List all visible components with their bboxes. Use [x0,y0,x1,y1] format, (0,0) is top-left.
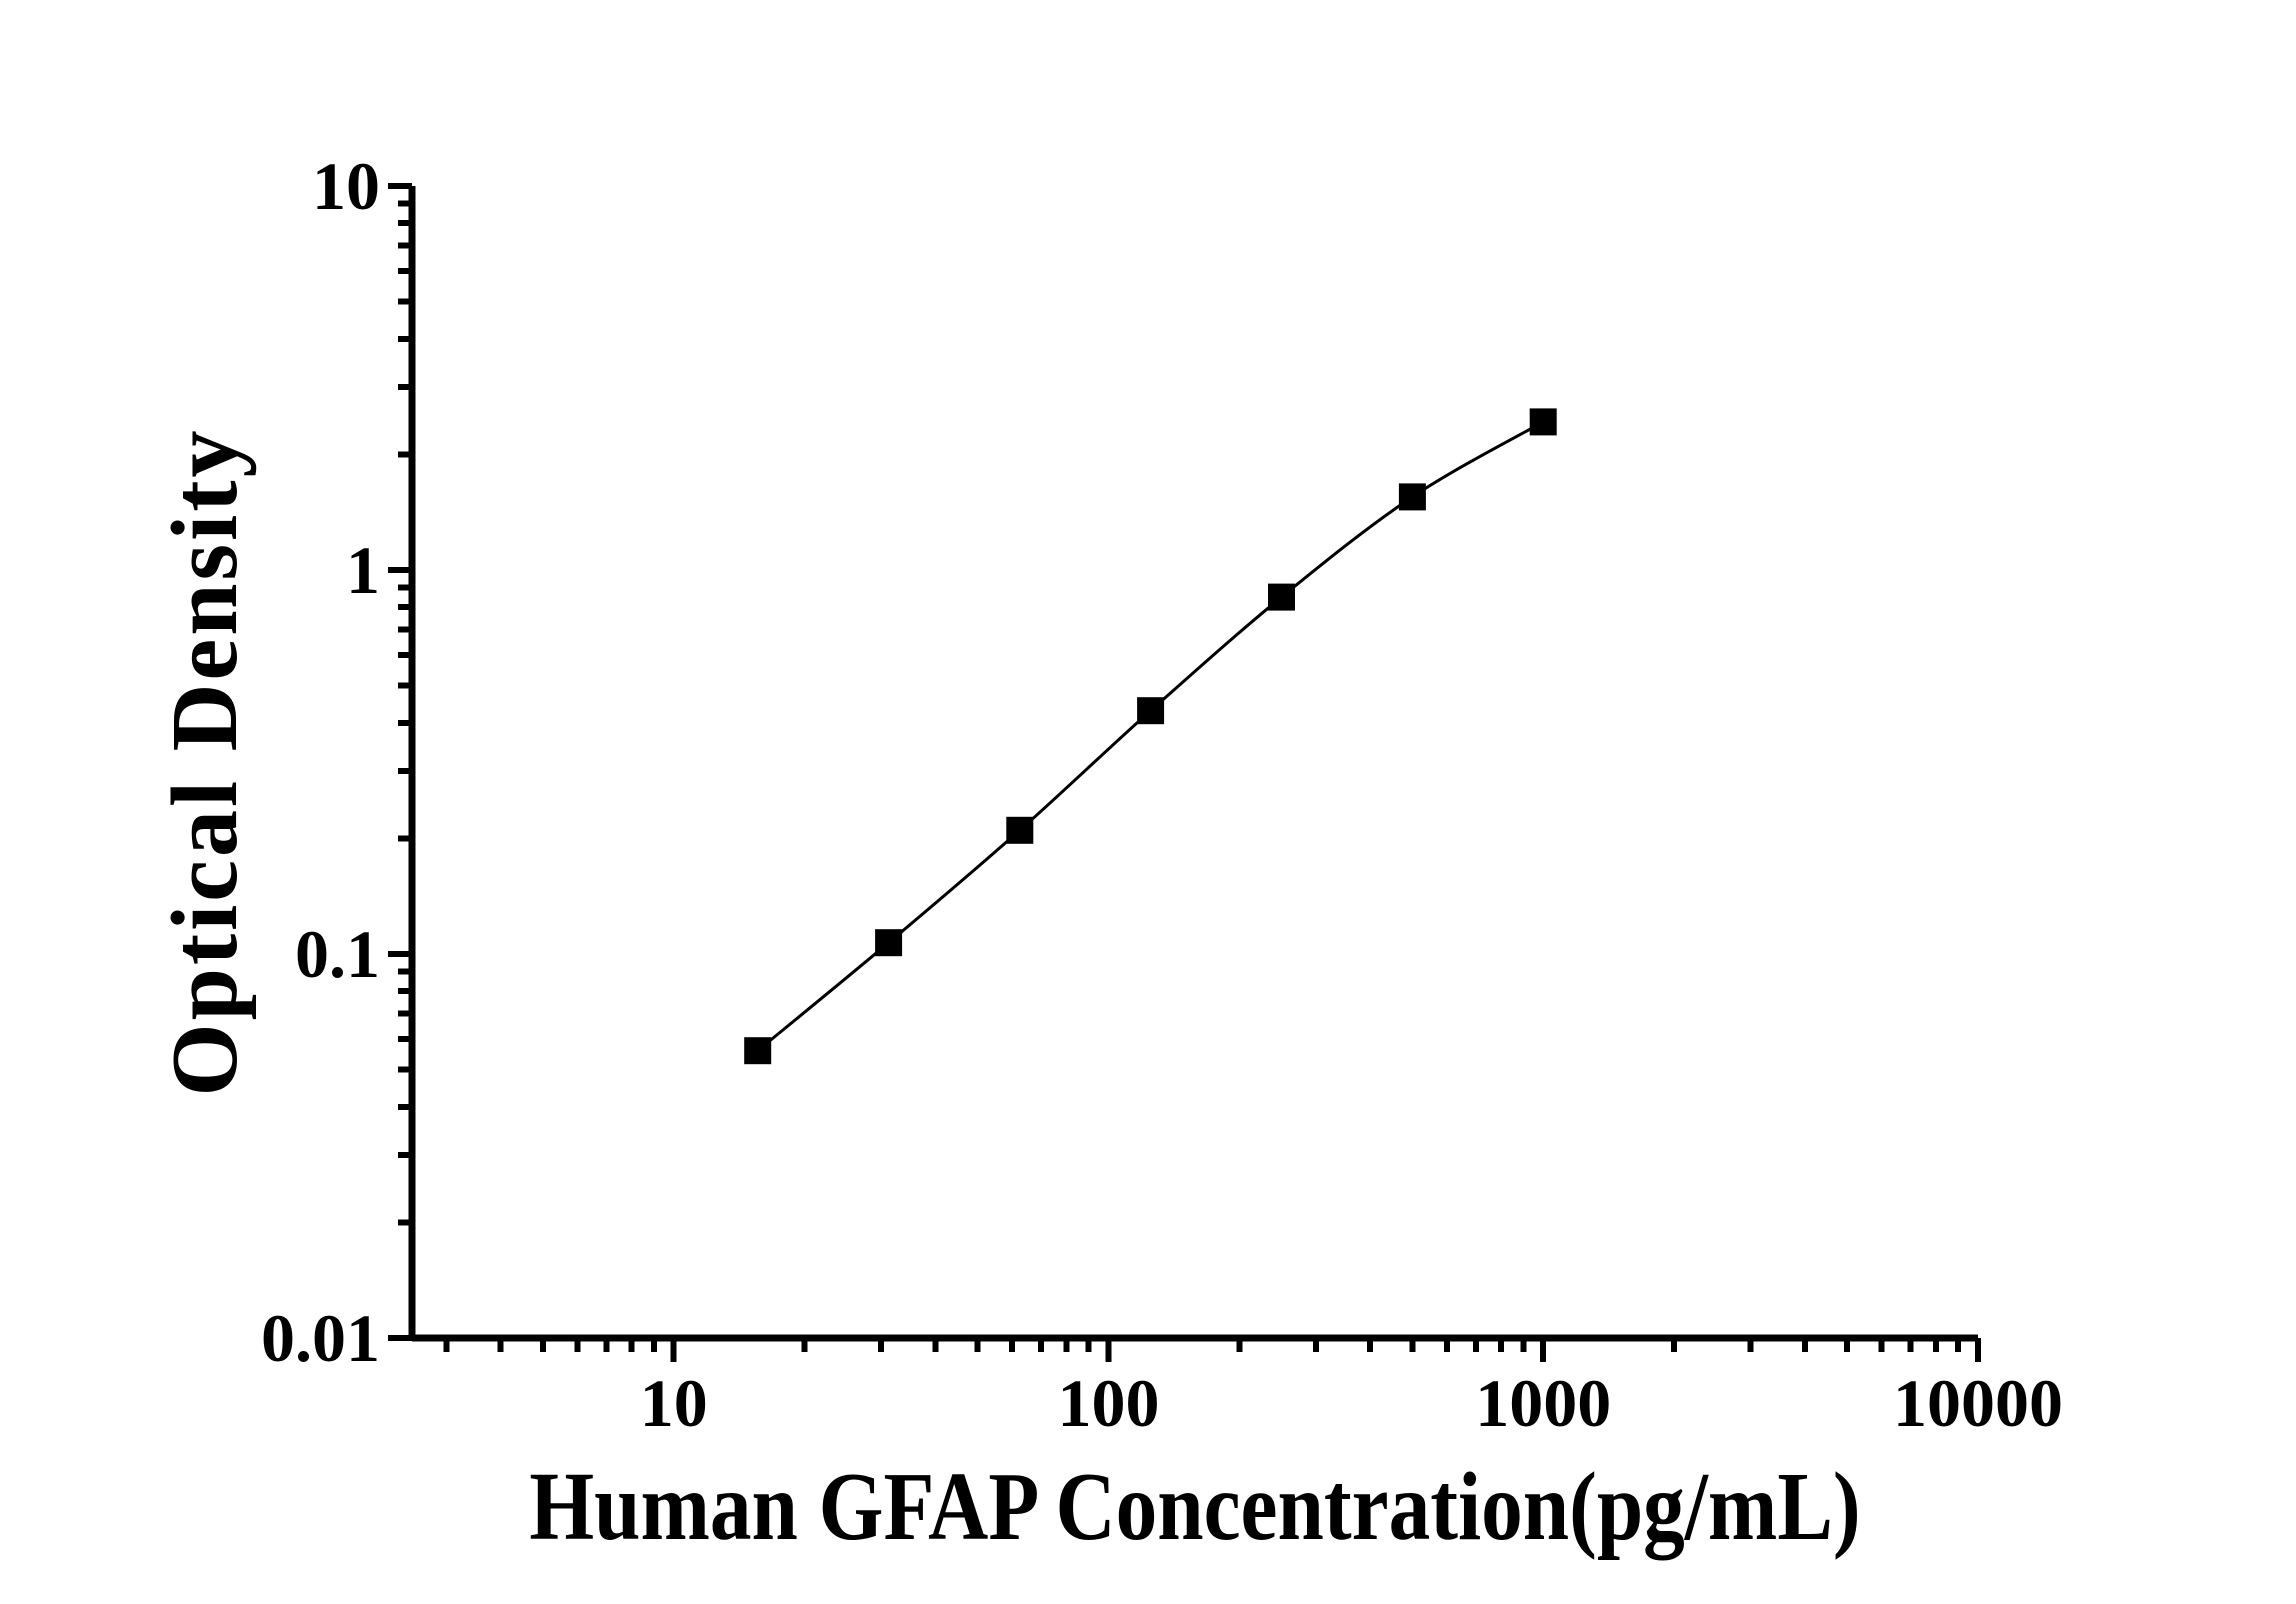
x-axis-title: Human GFAP Concentration(pg/mL) [529,1453,1861,1561]
data-point-markers [744,408,1557,1065]
y-tick-label-10: 10 [312,148,380,224]
y-tick-label-0.1: 0.1 [295,916,380,992]
x-tick-label-1000: 1000 [1475,1365,1612,1441]
y-axis-title: Optical Density [153,427,257,1097]
standard-curve-line [756,420,1544,1052]
tick-marks [388,183,1981,1362]
x-tick-label-10: 10 [639,1365,708,1441]
x-tick-label-100: 100 [1057,1365,1160,1441]
data-point [1398,483,1426,511]
y-tick-label-0.01: 0.01 [261,1300,380,1376]
data-point [1268,583,1295,611]
y-tick-label-1: 1 [346,532,380,608]
x-tick-label-10000: 10000 [1893,1365,2063,1441]
data-point [1006,816,1034,844]
data-point [1529,408,1557,436]
axes [408,186,1978,1342]
data-point [875,929,903,957]
data-point [1137,697,1165,725]
data-point [744,1037,772,1065]
